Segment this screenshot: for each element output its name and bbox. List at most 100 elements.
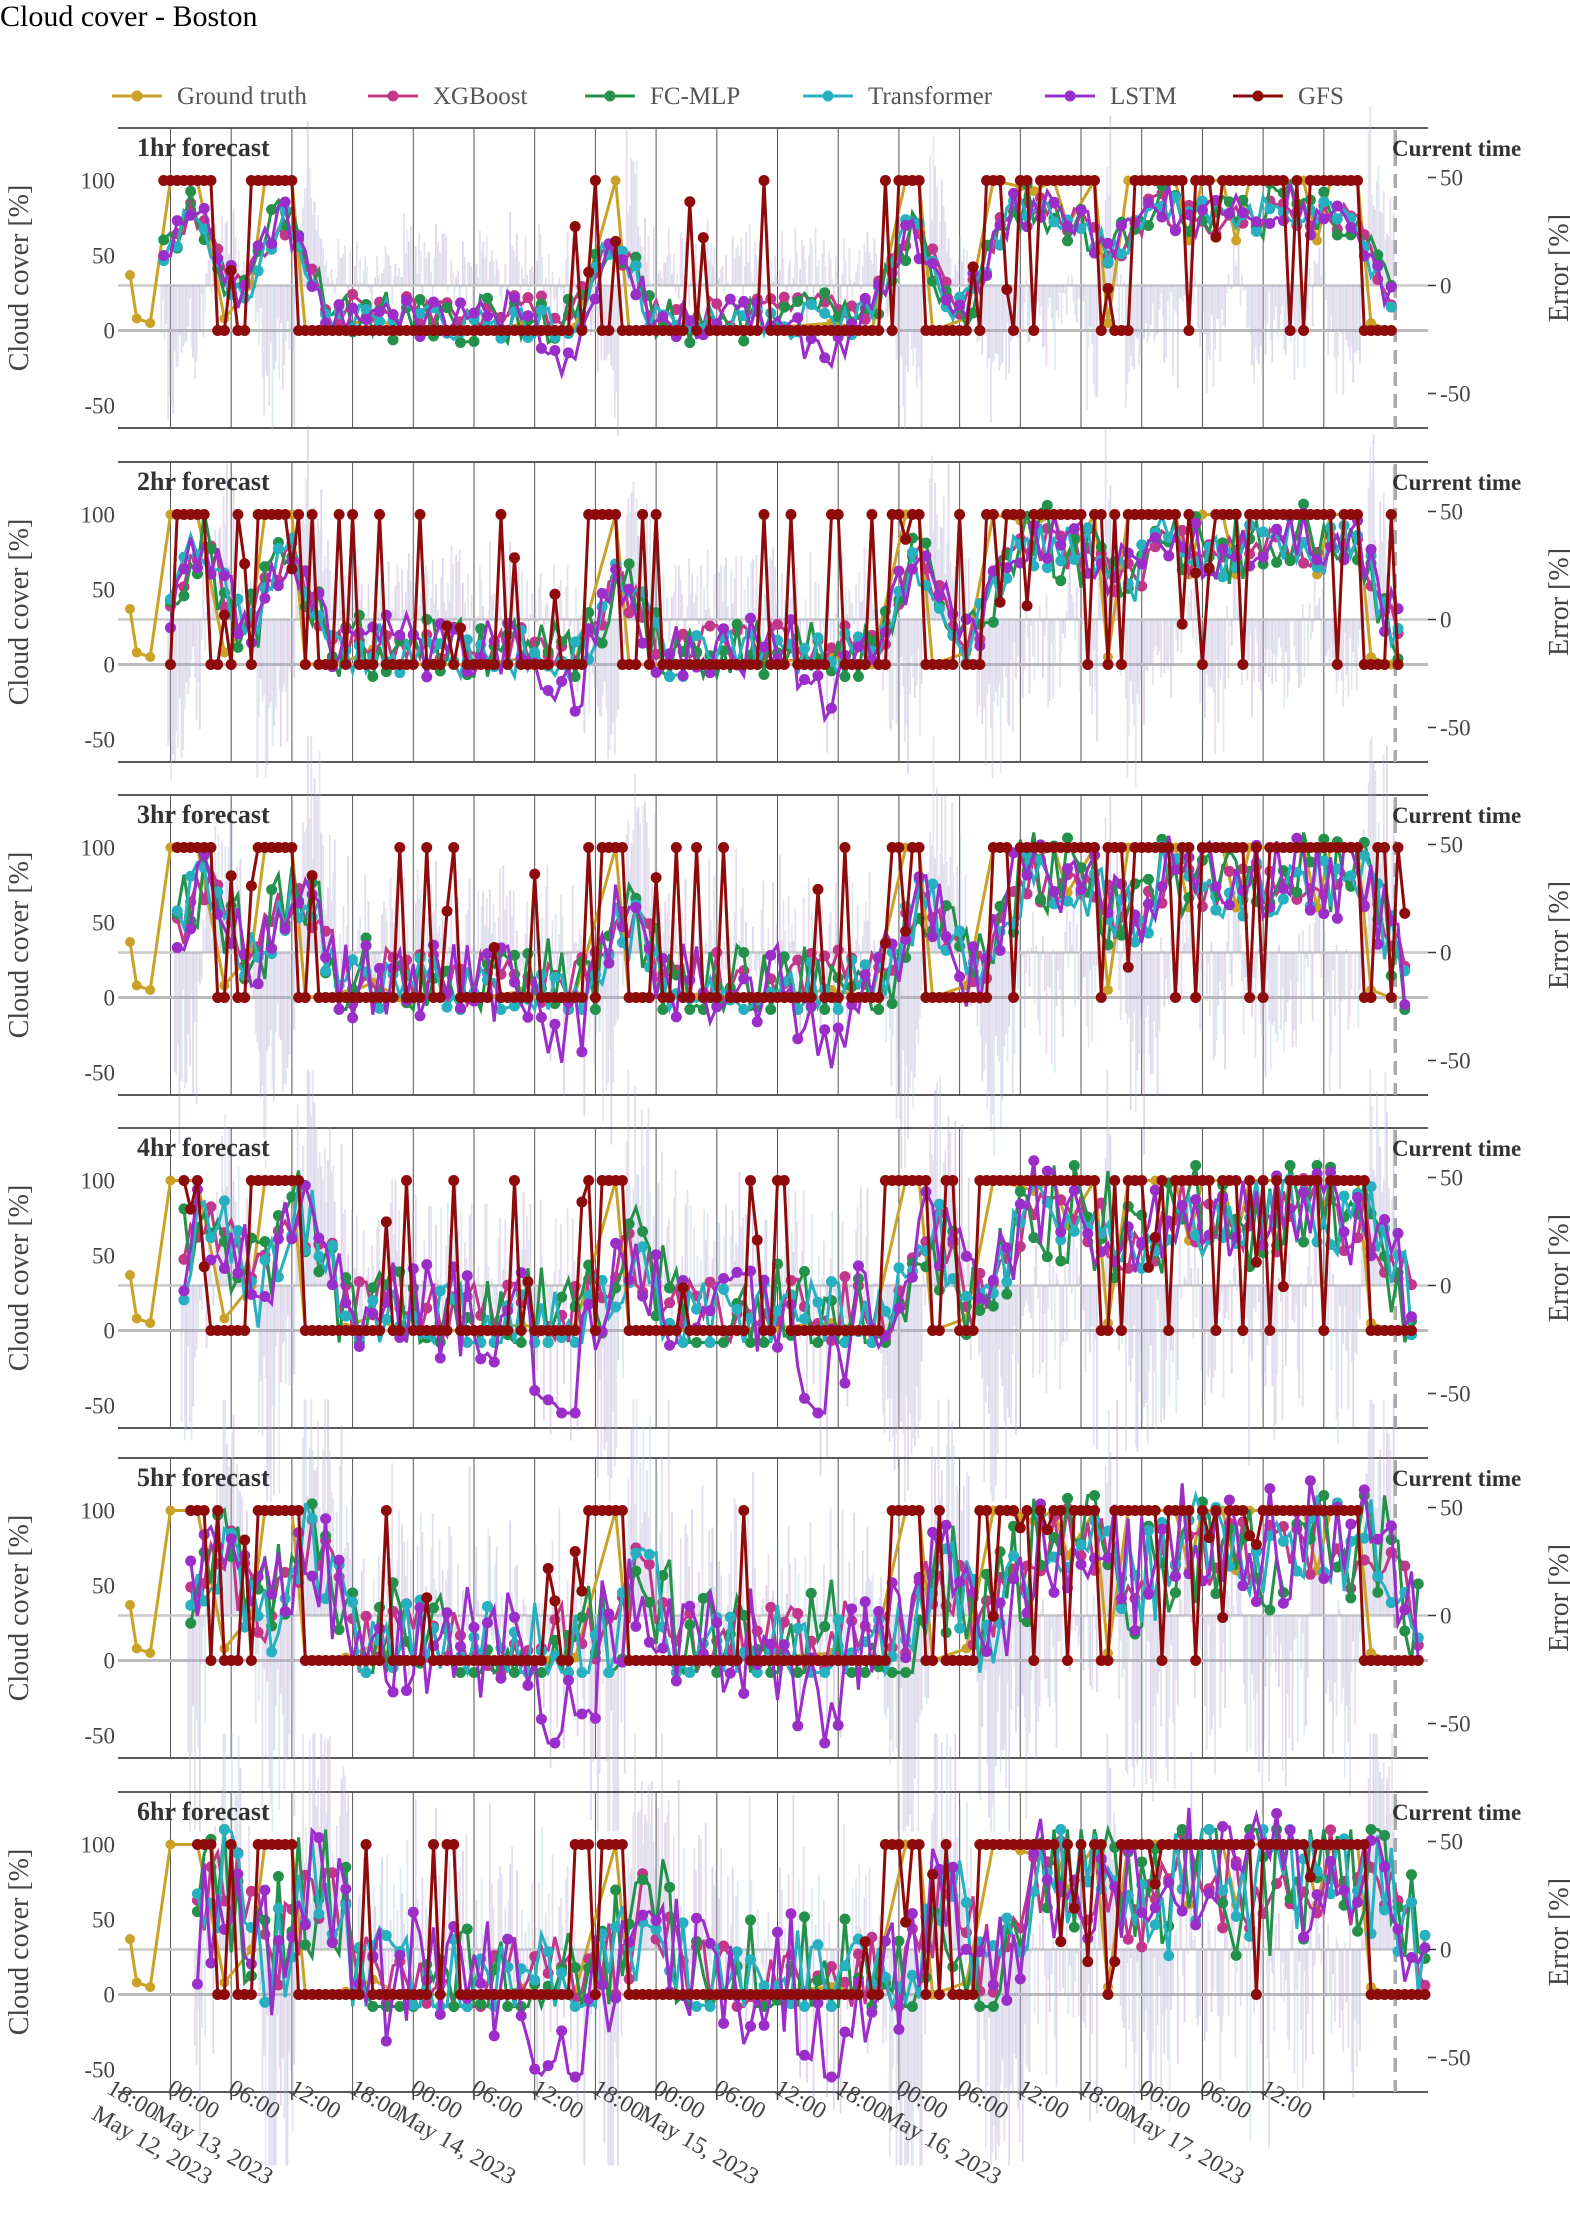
point-tr — [347, 954, 359, 966]
point-xgb — [832, 944, 844, 956]
error-bars — [167, 424, 1395, 789]
point-tr — [630, 260, 642, 272]
point-gfs — [326, 659, 338, 670]
point-fc — [994, 900, 1006, 912]
point-fc — [508, 949, 520, 961]
point-lstm — [171, 942, 183, 954]
point-fc — [1183, 225, 1195, 237]
point-lstm — [185, 209, 197, 221]
point-gfs — [205, 842, 217, 853]
point-tr — [171, 240, 183, 252]
point-gfs — [293, 509, 305, 520]
left-tick-label: 100 — [81, 836, 116, 861]
point-lstm — [940, 930, 952, 942]
point-gt — [1028, 186, 1039, 196]
legend-marker-tr — [822, 90, 834, 102]
point-gfs — [508, 552, 520, 564]
point-gfs — [286, 175, 298, 186]
point-tr — [495, 332, 507, 344]
point-gfs — [900, 925, 912, 937]
point-gfs — [1075, 509, 1087, 520]
point-fc — [886, 998, 898, 1010]
point-lstm — [1257, 551, 1269, 563]
point-gfs — [866, 509, 878, 520]
point-gfs — [225, 870, 237, 882]
point-tr — [1331, 863, 1343, 875]
point-xgb — [623, 607, 635, 619]
point-tr — [360, 303, 372, 315]
point-gfs — [279, 509, 291, 520]
point-gfs — [643, 992, 655, 1003]
point-lstm — [1102, 237, 1114, 249]
point-lstm — [1062, 863, 1074, 875]
point-tr — [805, 298, 817, 310]
point-lstm — [1183, 209, 1195, 221]
point-lstm — [347, 302, 359, 314]
point-fc — [1062, 832, 1074, 844]
point-lstm — [185, 923, 197, 935]
point-tr — [900, 900, 912, 912]
point-lstm — [387, 309, 399, 321]
point-lstm — [1035, 211, 1047, 223]
point-lstm — [825, 702, 837, 714]
point-fc — [987, 616, 999, 628]
y-axis-title-right: Error [%] — [1544, 548, 1570, 656]
point-lstm — [178, 563, 190, 575]
point-lstm — [981, 952, 993, 964]
point-gfs — [576, 325, 588, 336]
point-fc — [819, 287, 831, 299]
point-lstm — [481, 310, 493, 322]
point-tr — [549, 971, 561, 983]
point-tr — [1001, 572, 1013, 584]
point-fc — [657, 1004, 669, 1015]
point-fc — [387, 334, 399, 346]
point-gfs — [1237, 659, 1249, 670]
point-fc — [765, 1004, 777, 1015]
point-xgb — [711, 298, 723, 310]
point-lstm — [765, 949, 777, 961]
point-fc — [266, 204, 278, 216]
point-gfs — [569, 221, 581, 233]
point-gfs — [1008, 992, 1020, 1003]
right-tick-label: 0 — [1440, 274, 1452, 299]
point-lstm — [508, 976, 520, 988]
series-line-lstm — [176, 833, 1407, 1069]
point-lstm — [819, 352, 831, 364]
point-tr — [1082, 522, 1094, 534]
point-tr — [441, 1001, 453, 1013]
point-fc — [596, 637, 608, 649]
point-gfs — [1331, 659, 1343, 670]
point-gt — [165, 1175, 176, 1186]
point-gfs — [859, 659, 871, 670]
point-tr — [859, 959, 871, 971]
point-gfs — [1385, 992, 1397, 1003]
point-gfs — [967, 261, 979, 273]
point-gt — [219, 1313, 230, 1324]
left-y-axis: -50 0 50 100 — [81, 169, 116, 419]
point-lstm — [1156, 211, 1168, 223]
point-lstm — [569, 705, 581, 717]
point-tr — [1277, 893, 1289, 905]
point-lstm — [347, 1012, 359, 1024]
point-lstm — [1217, 543, 1229, 555]
point-lstm — [805, 1000, 817, 1012]
point-lstm — [630, 289, 642, 301]
point-fc — [738, 335, 750, 347]
point-gfs — [212, 659, 224, 670]
point-fc — [259, 561, 271, 573]
point-gfs — [1244, 992, 1256, 1003]
point-gfs — [367, 659, 379, 670]
point-gt — [145, 652, 156, 662]
point-gt — [125, 937, 135, 947]
point-gfs — [529, 868, 541, 880]
point-gfs — [1277, 175, 1289, 186]
point-lstm — [583, 623, 595, 635]
point-gfs — [306, 870, 318, 882]
point-tr — [394, 667, 406, 679]
point-fc — [232, 641, 244, 653]
point-gfs — [1163, 842, 1175, 853]
point-lstm — [1041, 552, 1053, 564]
point-gfs — [239, 558, 251, 570]
point-lstm — [468, 307, 480, 319]
